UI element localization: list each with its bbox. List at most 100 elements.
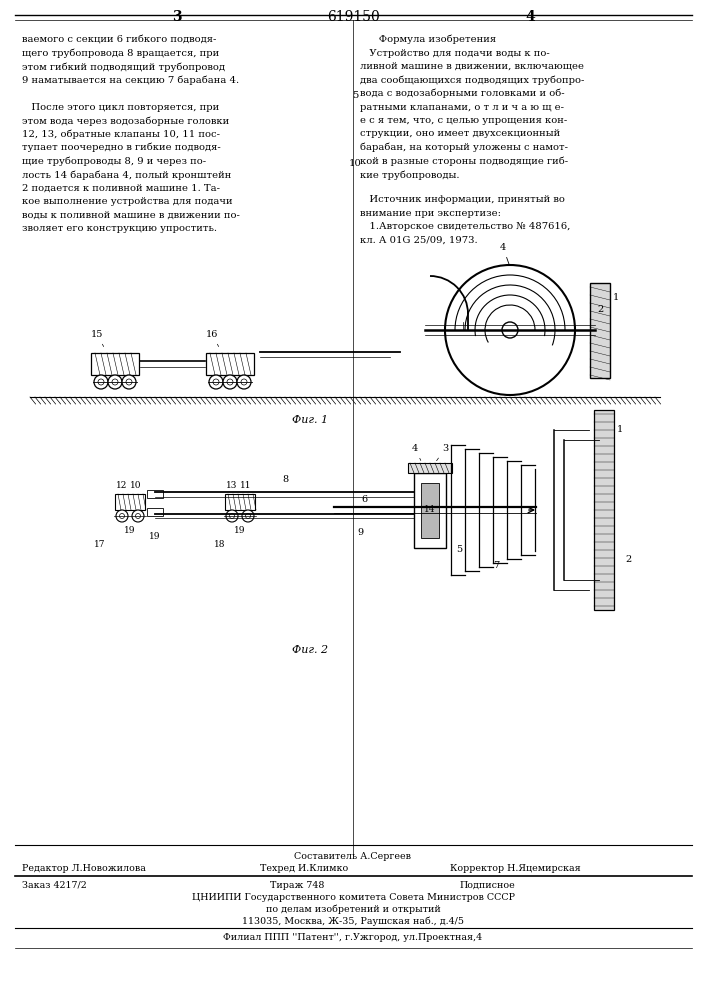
Text: 3: 3 bbox=[437, 444, 448, 461]
Bar bbox=[590, 283, 610, 378]
Circle shape bbox=[136, 514, 141, 518]
Text: тупает поочередно в гибкие подводя-: тупает поочередно в гибкие подводя- bbox=[22, 143, 221, 152]
Text: 16: 16 bbox=[206, 330, 218, 347]
Text: кие трубопроводы.: кие трубопроводы. bbox=[360, 170, 460, 180]
Text: Техред И.Климко: Техред И.Климко bbox=[260, 864, 349, 873]
Text: ваемого с секции 6 гибкого подводя-: ваемого с секции 6 гибкого подводя- bbox=[22, 35, 216, 44]
Bar bbox=[408, 463, 452, 473]
Bar bbox=[147, 490, 163, 498]
Text: барабан, на который уложены с намот-: барабан, на который уложены с намот- bbox=[360, 143, 568, 152]
Text: 13: 13 bbox=[226, 481, 238, 490]
Text: 4: 4 bbox=[500, 243, 509, 264]
Text: 1: 1 bbox=[613, 293, 619, 302]
Text: 2: 2 bbox=[626, 556, 632, 564]
Text: щего трубопровода 8 вращается, при: щего трубопровода 8 вращается, при bbox=[22, 48, 219, 58]
Text: 10: 10 bbox=[130, 481, 141, 490]
Bar bbox=[147, 508, 163, 516]
Bar bbox=[225, 494, 255, 510]
Circle shape bbox=[242, 510, 254, 522]
Text: воды к поливной машине в движении по-: воды к поливной машине в движении по- bbox=[22, 211, 240, 220]
Text: кл. А 01G 25/09, 1973.: кл. А 01G 25/09, 1973. bbox=[360, 236, 478, 245]
Bar bbox=[91, 353, 139, 375]
Circle shape bbox=[126, 379, 132, 385]
Text: 19: 19 bbox=[234, 526, 246, 535]
Circle shape bbox=[98, 379, 104, 385]
Bar bbox=[414, 473, 446, 548]
Text: 2: 2 bbox=[597, 306, 603, 314]
Circle shape bbox=[241, 379, 247, 385]
Text: 4: 4 bbox=[525, 10, 535, 24]
Text: два сообщающихся подводящих трубопро-: два сообщающихся подводящих трубопро- bbox=[360, 76, 585, 85]
Text: После этого цикл повторяется, при: После этого цикл повторяется, при bbox=[22, 103, 219, 111]
Text: 19: 19 bbox=[149, 532, 160, 541]
Bar bbox=[421, 483, 439, 538]
Text: 12, 13, обратные клапаны 10, 11 пос-: 12, 13, обратные клапаны 10, 11 пос- bbox=[22, 129, 220, 139]
Circle shape bbox=[112, 379, 118, 385]
Text: 5: 5 bbox=[456, 546, 462, 554]
Text: этом гибкий подводящий трубопровод: этом гибкий подводящий трубопровод bbox=[22, 62, 225, 72]
Text: Редактор Л.Новожилова: Редактор Л.Новожилова bbox=[22, 864, 146, 873]
Text: Составитель А.Сергеев: Составитель А.Сергеев bbox=[295, 852, 411, 861]
Text: 14: 14 bbox=[424, 506, 436, 514]
Bar bbox=[115, 494, 145, 510]
Bar bbox=[594, 410, 614, 610]
Bar bbox=[206, 353, 254, 375]
Text: Филиал ППП ''Патент'', г.Ужгород, ул.Проектная,4: Филиал ППП ''Патент'', г.Ужгород, ул.Про… bbox=[223, 933, 483, 942]
Text: 619150: 619150 bbox=[327, 10, 380, 24]
Text: Заказ 4217/2: Заказ 4217/2 bbox=[22, 881, 87, 890]
Circle shape bbox=[132, 510, 144, 522]
Circle shape bbox=[119, 514, 124, 518]
Text: 113035, Москва, Ж-35, Раушская наб., д.4/5: 113035, Москва, Ж-35, Раушская наб., д.4… bbox=[242, 917, 464, 926]
Text: струкции, оно имеет двухсекционный: струкции, оно имеет двухсекционный bbox=[360, 129, 560, 138]
Text: Тираж 748: Тираж 748 bbox=[270, 881, 325, 890]
Text: е с я тем, что, с целью упрощения кон-: е с я тем, что, с целью упрощения кон- bbox=[360, 116, 567, 125]
Circle shape bbox=[122, 375, 136, 389]
Text: кой в разные стороны подводящие гиб-: кой в разные стороны подводящие гиб- bbox=[360, 156, 568, 166]
Text: 9 наматывается на секцию 7 барабана 4.: 9 наматывается на секцию 7 барабана 4. bbox=[22, 76, 239, 85]
Text: Фиг. 2: Фиг. 2 bbox=[292, 645, 328, 655]
Text: 15: 15 bbox=[90, 330, 104, 347]
Circle shape bbox=[226, 510, 238, 522]
Text: 1: 1 bbox=[617, 425, 624, 434]
Text: ЦНИИПИ Государственного комитета Совета Министров СССР: ЦНИИПИ Государственного комитета Совета … bbox=[192, 893, 515, 902]
Circle shape bbox=[209, 375, 223, 389]
Text: 7: 7 bbox=[493, 560, 499, 570]
Text: 19: 19 bbox=[124, 526, 136, 535]
Text: этом вода через водозаборные головки: этом вода через водозаборные головки bbox=[22, 116, 229, 125]
Text: ливной машине в движении, включающее: ливной машине в движении, включающее bbox=[360, 62, 584, 71]
Circle shape bbox=[94, 375, 108, 389]
Text: 18: 18 bbox=[214, 540, 226, 549]
Circle shape bbox=[108, 375, 122, 389]
Text: 3: 3 bbox=[173, 10, 182, 24]
Text: 12: 12 bbox=[117, 481, 128, 490]
Circle shape bbox=[116, 510, 128, 522]
Text: внимание при экспертизе:: внимание при экспертизе: bbox=[360, 209, 501, 218]
Text: 10: 10 bbox=[349, 159, 361, 168]
Circle shape bbox=[237, 375, 251, 389]
Text: Корректор Н.Яцемирская: Корректор Н.Яцемирская bbox=[450, 864, 580, 873]
Text: лость 14 барабана 4, полый кронштейн: лость 14 барабана 4, полый кронштейн bbox=[22, 170, 231, 180]
Text: 6: 6 bbox=[361, 495, 367, 504]
Text: 8: 8 bbox=[282, 475, 288, 484]
Text: 4: 4 bbox=[412, 444, 421, 460]
Text: 11: 11 bbox=[240, 481, 252, 490]
Circle shape bbox=[230, 514, 235, 518]
Circle shape bbox=[502, 322, 518, 338]
Text: 9: 9 bbox=[357, 528, 363, 537]
Circle shape bbox=[227, 379, 233, 385]
Text: Фиг. 1: Фиг. 1 bbox=[292, 415, 328, 425]
Text: вода с водозаборными головками и об-: вода с водозаборными головками и об- bbox=[360, 89, 565, 99]
Text: Устройство для подачи воды к по-: Устройство для подачи воды к по- bbox=[360, 48, 550, 57]
Text: ратными клапанами, о т л и ч а ю щ е-: ратными клапанами, о т л и ч а ю щ е- bbox=[360, 103, 564, 111]
Text: щие трубопроводы 8, 9 и через по-: щие трубопроводы 8, 9 и через по- bbox=[22, 156, 206, 166]
Text: 1.Авторское свидетельство № 487616,: 1.Авторское свидетельство № 487616, bbox=[360, 222, 571, 231]
Text: 17: 17 bbox=[94, 540, 106, 549]
Circle shape bbox=[213, 379, 219, 385]
Circle shape bbox=[245, 514, 250, 518]
Circle shape bbox=[223, 375, 237, 389]
Text: Источник информации, принятый во: Источник информации, принятый во bbox=[360, 195, 565, 204]
Text: Подписное: Подписное bbox=[460, 881, 515, 890]
Text: 2 подается к поливной машине 1. Та-: 2 подается к поливной машине 1. Та- bbox=[22, 184, 220, 192]
Text: зволяет его конструкцию упростить.: зволяет его конструкцию упростить. bbox=[22, 224, 217, 233]
Text: Формула изобретения: Формула изобретения bbox=[360, 35, 496, 44]
